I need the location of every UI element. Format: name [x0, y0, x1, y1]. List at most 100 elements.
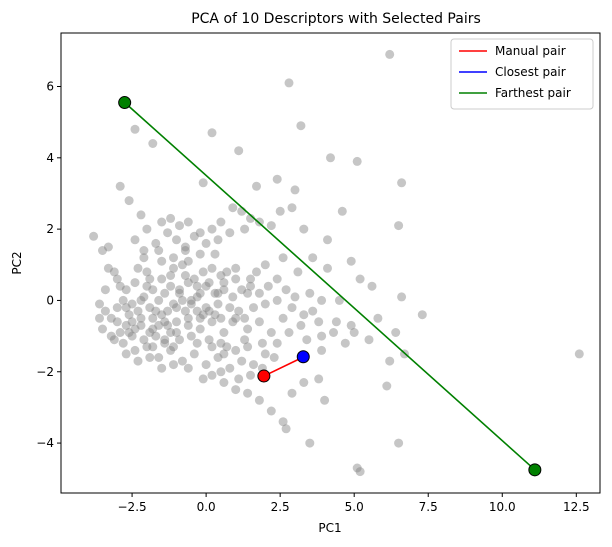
- scatter-point: [118, 295, 128, 305]
- scatter-point: [308, 253, 318, 263]
- scatter-point: [252, 181, 261, 191]
- scatter-point: [207, 263, 217, 273]
- x-tick-label: 2.5: [271, 500, 290, 514]
- scatter-point: [240, 224, 250, 234]
- scatter-point: [95, 299, 104, 309]
- scatter-point: [231, 263, 241, 273]
- scatter-point: [112, 317, 122, 327]
- scatter-point: [118, 338, 128, 348]
- scatter-point: [172, 235, 181, 245]
- scatter-point: [213, 235, 223, 245]
- scatter-point: [157, 363, 167, 373]
- scatter-point: [213, 353, 223, 362]
- y-axis-ticks: −4 −2 0 2 4 6: [36, 79, 61, 450]
- scatter-point: [293, 267, 303, 277]
- scatter-point: [198, 374, 208, 384]
- scatter-point: [367, 281, 377, 291]
- scatter-point: [183, 256, 193, 266]
- scatter-point: [228, 317, 238, 327]
- scatter-point: [148, 285, 158, 295]
- scatter-point: [397, 178, 407, 188]
- scatter-point: [180, 306, 190, 316]
- scatter-point: [95, 313, 104, 323]
- scatter-point: [109, 267, 119, 277]
- scatter-point: [172, 328, 181, 337]
- scatter-point: [269, 353, 279, 362]
- scatter-point: [281, 424, 291, 434]
- scatter-point: [246, 274, 255, 284]
- scatter-point: [207, 317, 217, 327]
- scatter-point: [183, 313, 193, 323]
- scatter-point: [121, 349, 131, 359]
- scatter-point: [278, 253, 288, 263]
- scatter-point: [139, 253, 149, 263]
- scatter-point: [314, 317, 324, 327]
- scatter-point: [142, 267, 152, 277]
- scatter-point: [317, 345, 327, 355]
- scatter-point: [249, 360, 258, 370]
- scatter-point: [296, 320, 306, 330]
- legend-box: [450, 38, 594, 110]
- scatter-point: [103, 263, 113, 273]
- y-tick-label: 6: [46, 79, 54, 93]
- scatter-point: [177, 295, 187, 305]
- scatter-point: [234, 374, 244, 384]
- scatter-point: [163, 228, 173, 238]
- scatter-point: [175, 288, 184, 298]
- legend-label-manual-pair: Manual pair: [495, 44, 566, 58]
- scatter-point: [243, 388, 253, 398]
- scatter-point: [130, 235, 140, 245]
- scatter-point: [346, 256, 356, 266]
- x-tick-label: −2.5: [118, 500, 147, 514]
- scatter-point: [210, 249, 220, 259]
- scatter-point: [394, 221, 404, 231]
- scatter-point: [231, 385, 241, 395]
- legend-label-closest-pair: Closest pair: [495, 65, 566, 79]
- scatter-point: [225, 363, 235, 373]
- scatter-point: [391, 328, 401, 337]
- scatter-point: [243, 342, 253, 352]
- scatter-point: [169, 263, 178, 273]
- scatter-point: [154, 295, 164, 305]
- scatter-point: [287, 303, 297, 313]
- x-axis-ticks: −2.5 0.0 2.5 5.0 7.5 10.0 12.5: [118, 493, 590, 514]
- scatter-point: [148, 313, 158, 323]
- scatter-point: [228, 203, 238, 213]
- chart-title: PCA of 10 Descriptors with Selected Pair…: [191, 11, 481, 27]
- scatter-point: [139, 246, 149, 255]
- scatter-point: [145, 303, 155, 313]
- pair-markers: [118, 96, 542, 477]
- legend-label-farthest-pair: Farthest pair: [495, 86, 571, 100]
- scatter-point: [323, 263, 332, 273]
- scatter-point: [133, 306, 143, 316]
- scatter-point: [275, 206, 285, 216]
- scatter-point: [124, 196, 134, 206]
- scatter-point: [133, 356, 143, 366]
- scatter-point: [166, 281, 176, 291]
- scatter-point: [145, 328, 155, 337]
- scatter-points: [89, 49, 584, 477]
- scatter-point: [133, 263, 143, 273]
- scatter-point: [154, 246, 164, 255]
- scatter-point: [130, 345, 140, 355]
- scatter-point: [124, 328, 134, 337]
- scatter-point: [148, 342, 158, 352]
- scatter-point: [183, 320, 193, 330]
- legend: Manual pair Closest pair Farthest pair: [450, 38, 594, 110]
- scatter-point: [175, 221, 184, 231]
- pair-marker: [528, 463, 542, 477]
- scatter-point: [231, 345, 241, 355]
- scatter-point: [166, 345, 176, 355]
- scatter-point: [177, 356, 187, 366]
- scatter-point: [213, 299, 223, 309]
- scatter-point: [130, 324, 140, 334]
- scatter-point: [337, 206, 347, 216]
- scatter-point: [192, 292, 202, 302]
- x-tick-label: 7.5: [419, 500, 438, 514]
- scatter-point: [103, 242, 113, 252]
- scatter-point: [163, 320, 173, 330]
- scatter-point: [115, 328, 125, 337]
- scatter-point: [228, 292, 238, 302]
- scatter-point: [394, 438, 404, 448]
